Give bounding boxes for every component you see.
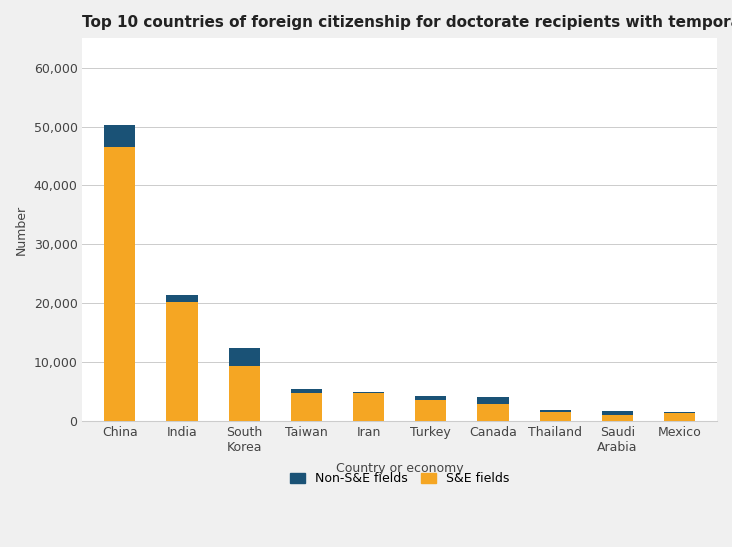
Bar xyxy=(664,413,695,421)
Text: Top 10 countries of foreign citizenship for doctorate recipients with temporary : Top 10 countries of foreign citizenship … xyxy=(83,15,732,30)
Bar xyxy=(602,411,633,415)
Y-axis label: Number: Number xyxy=(15,205,28,255)
Bar xyxy=(291,389,322,393)
Bar xyxy=(166,302,198,421)
Bar xyxy=(539,410,571,412)
Legend: Non-S&E fields, S&E fields: Non-S&E fields, S&E fields xyxy=(284,466,515,492)
Bar xyxy=(104,125,135,147)
Bar xyxy=(477,397,509,404)
Bar xyxy=(602,415,633,421)
Bar xyxy=(353,393,384,421)
Bar xyxy=(166,295,198,302)
Bar xyxy=(664,412,695,413)
Bar xyxy=(477,404,509,421)
Bar xyxy=(539,412,571,421)
Bar xyxy=(104,147,135,421)
Bar xyxy=(228,366,260,421)
X-axis label: Country or economy: Country or economy xyxy=(336,462,463,475)
Bar xyxy=(291,393,322,421)
Bar xyxy=(415,397,447,400)
Bar xyxy=(228,348,260,366)
Bar xyxy=(353,392,384,393)
Bar xyxy=(415,400,447,421)
